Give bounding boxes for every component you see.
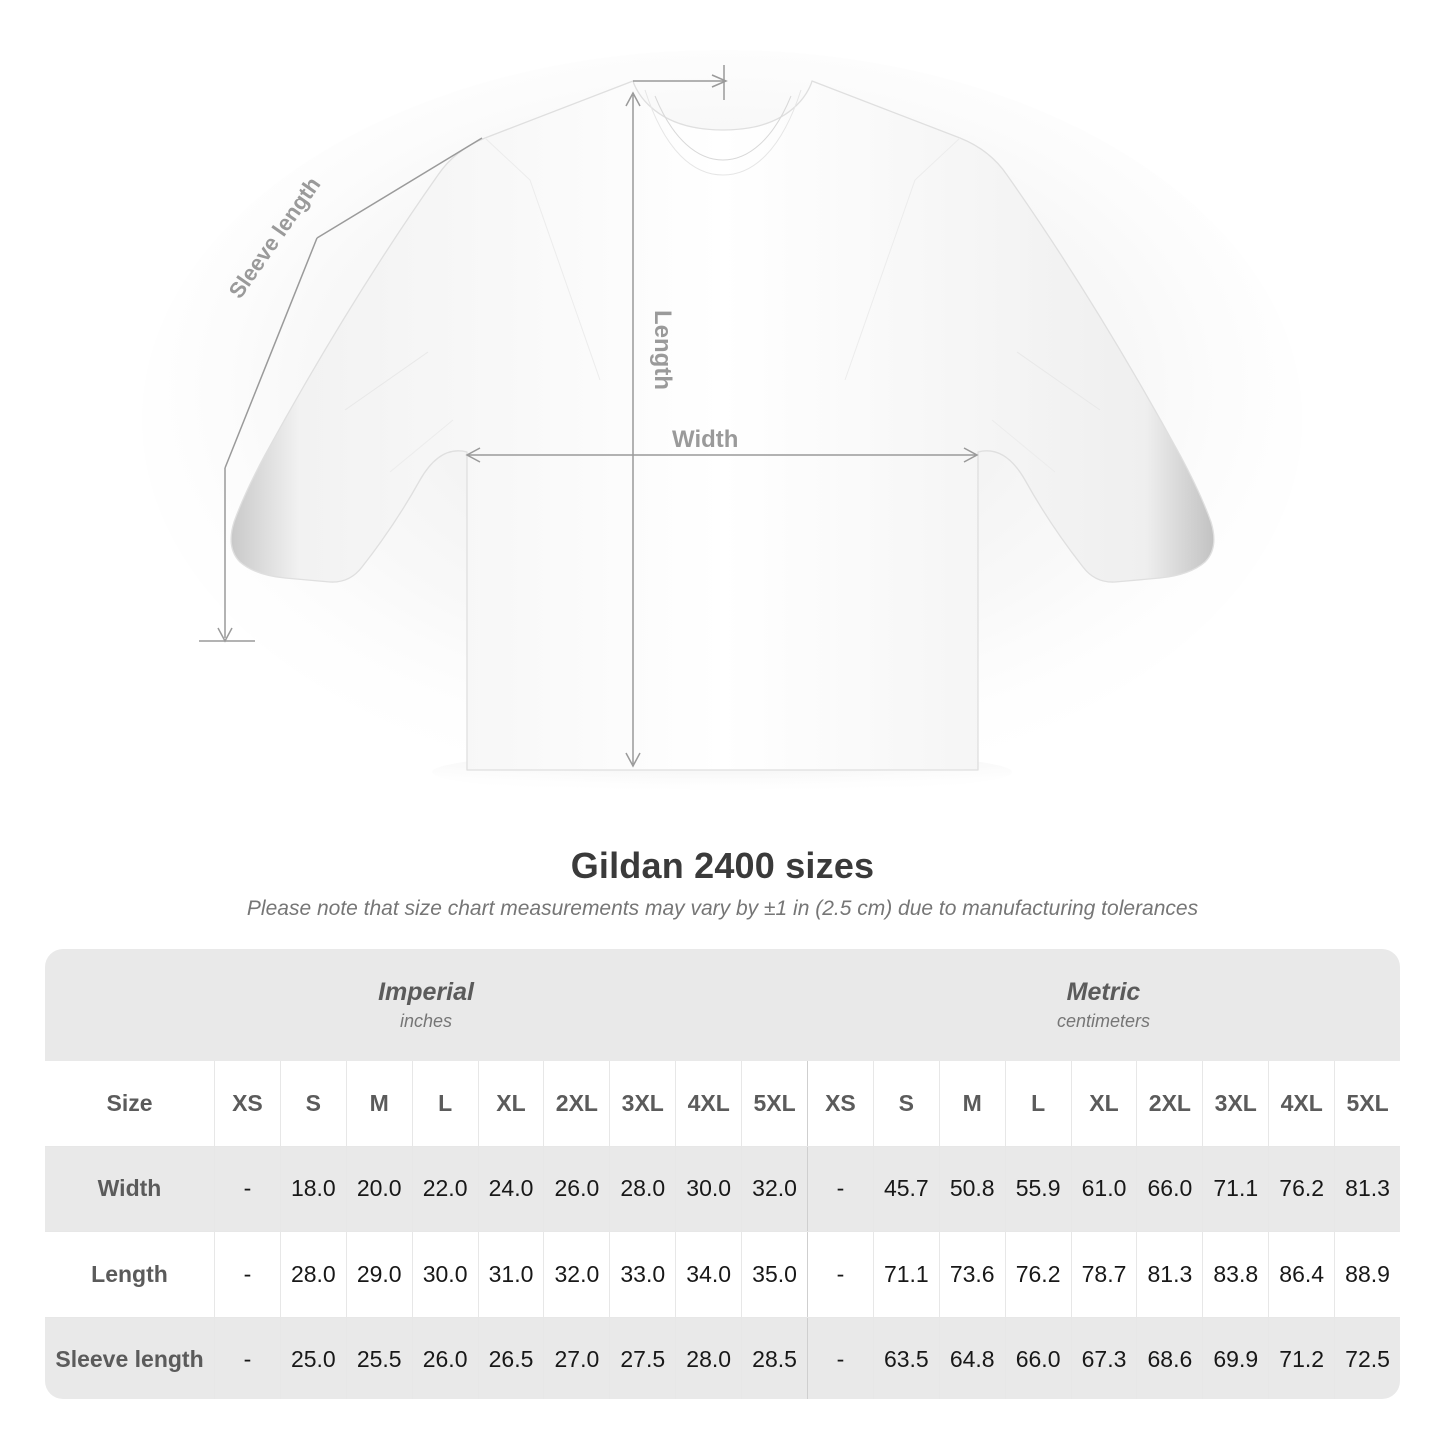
svg-text:Length: Length	[649, 310, 676, 390]
svg-text:Width: Width	[672, 426, 738, 453]
